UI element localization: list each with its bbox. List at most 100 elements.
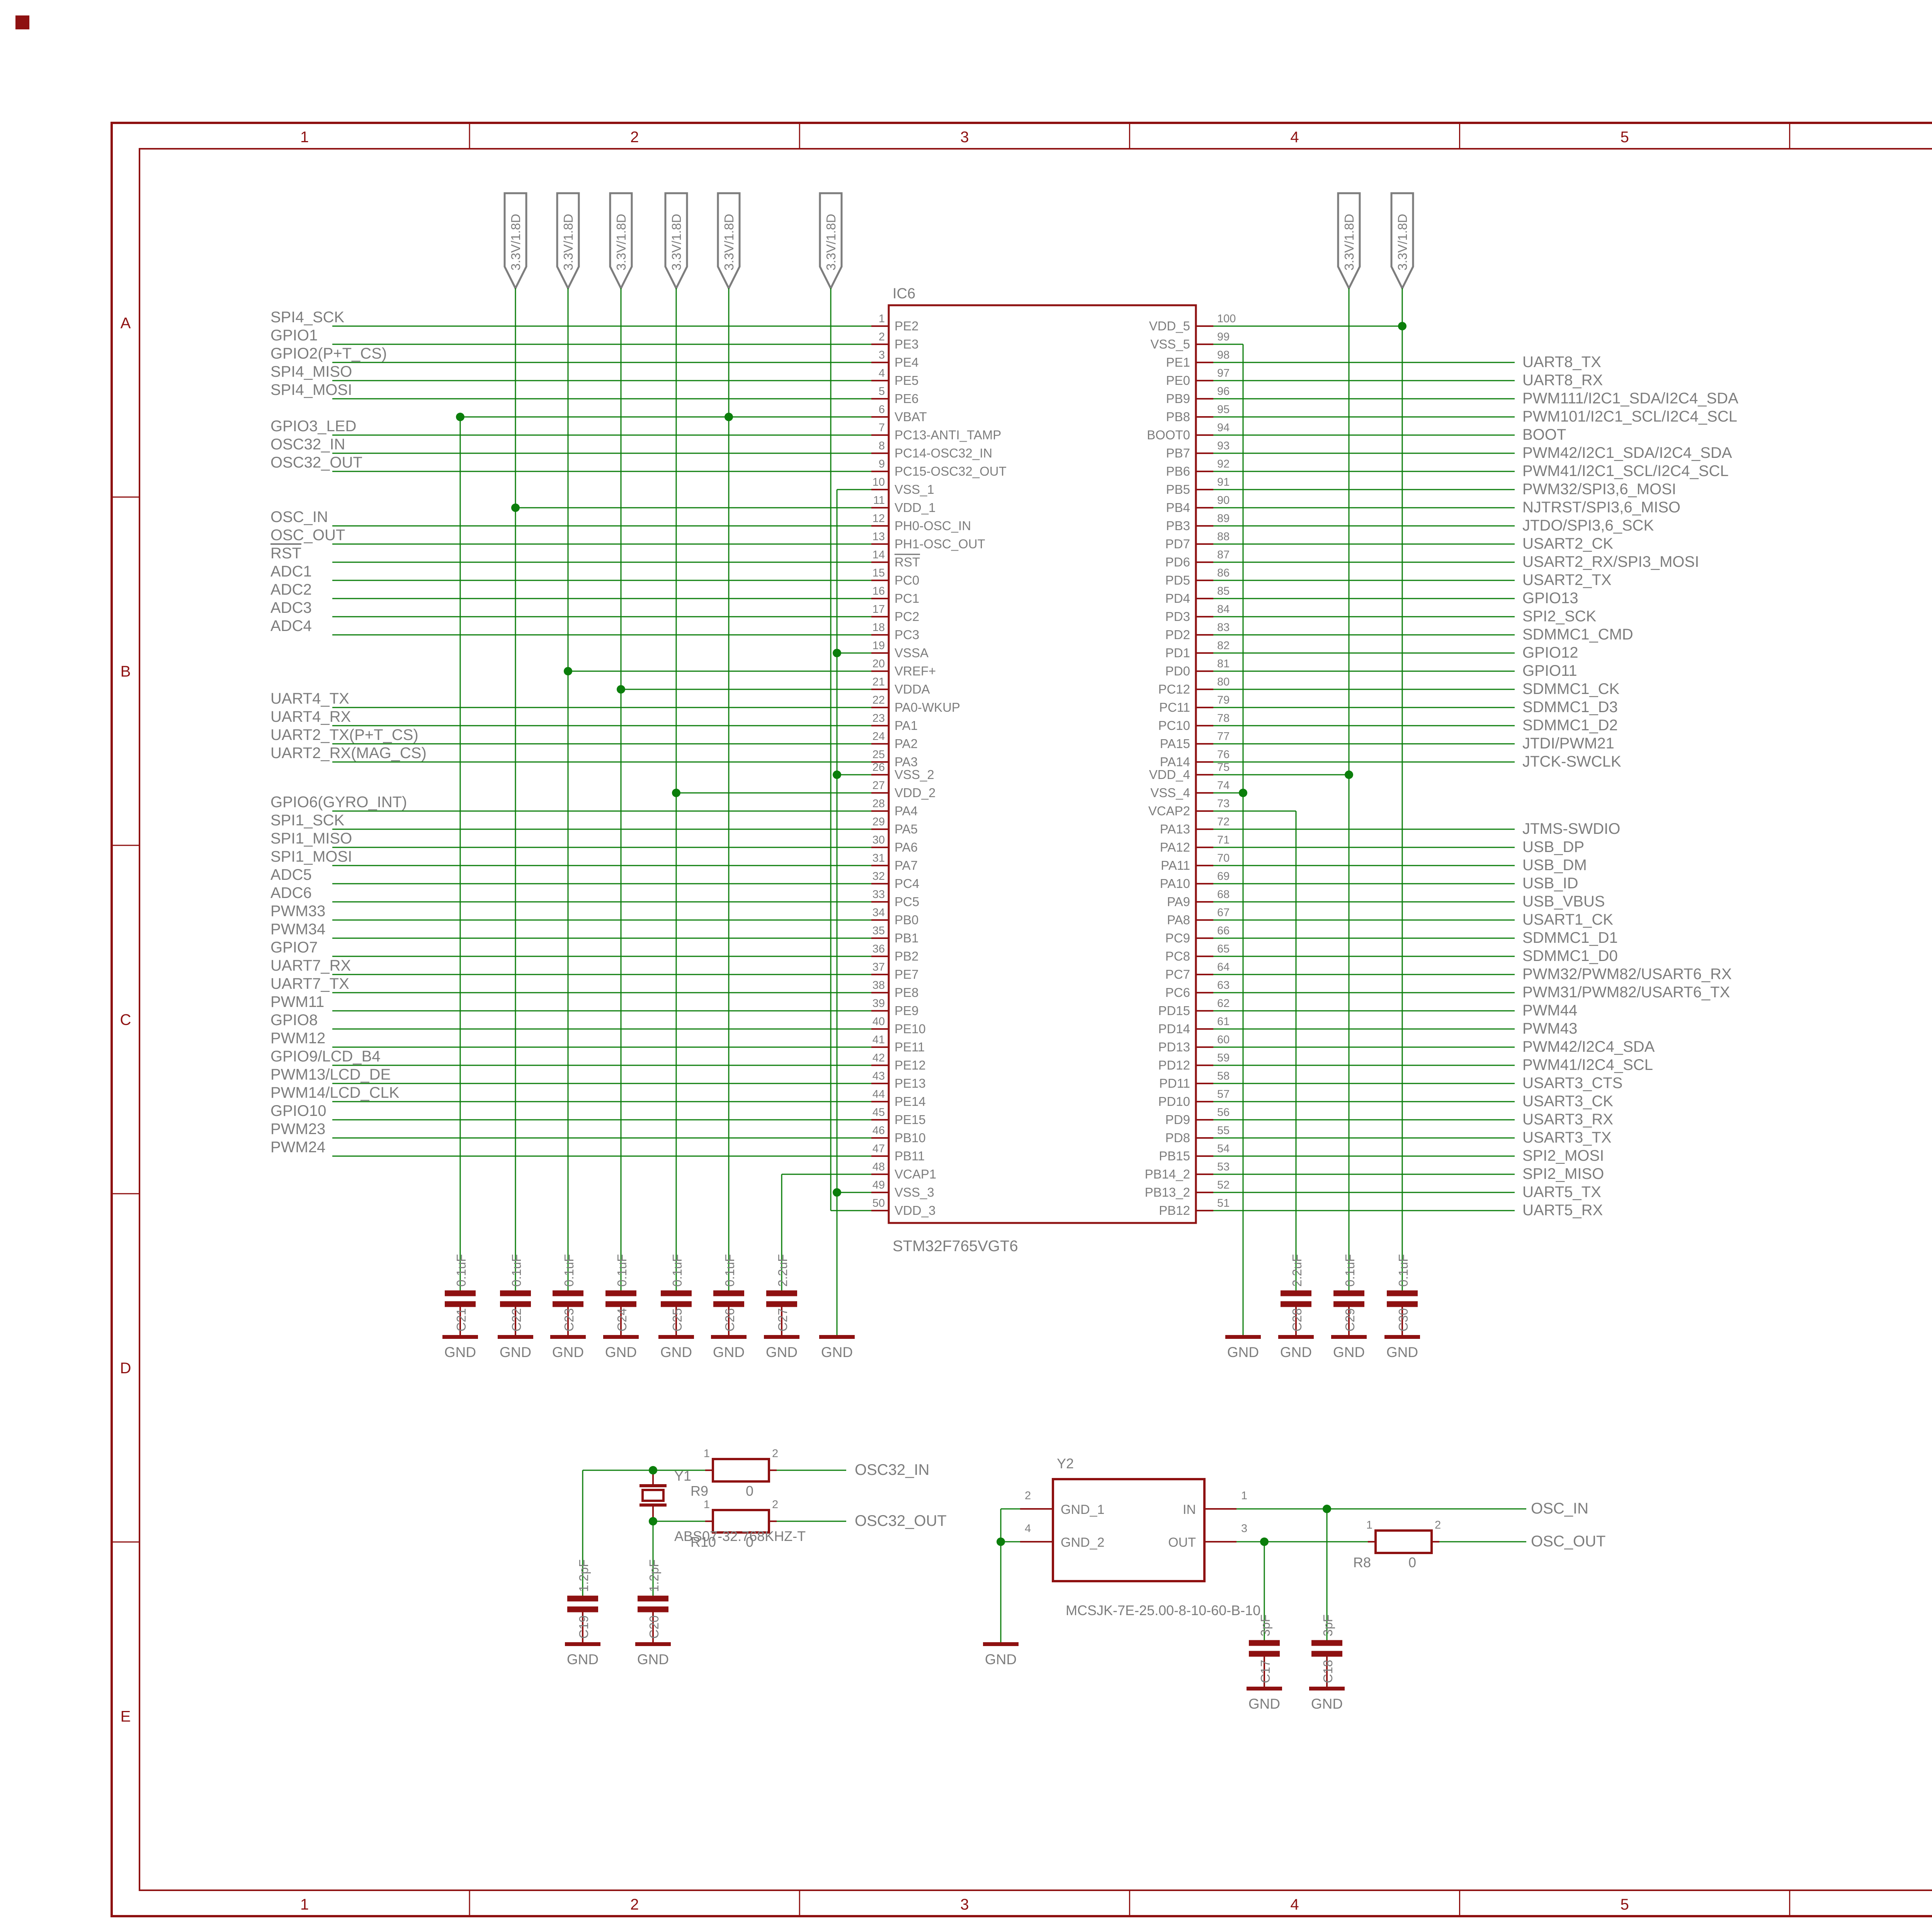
ic6-pin58-name: PD11 bbox=[1159, 1076, 1190, 1090]
ic6-pin22-name: PA0-WKUP bbox=[895, 700, 960, 714]
ic6-pin86-number: 86 bbox=[1217, 567, 1230, 579]
net-label-USART2_CK: USART2_CK bbox=[1522, 535, 1613, 552]
cap-C18-gnd-label: GND bbox=[1311, 1696, 1343, 1712]
res-R8-body bbox=[1374, 1529, 1433, 1554]
cap-C17-value: 3pF bbox=[1258, 1614, 1272, 1636]
frame-col-label-bottom: 4 bbox=[1290, 1896, 1299, 1913]
ic6-pin100-name: VDD_5 bbox=[1149, 319, 1190, 333]
junction-dot bbox=[833, 770, 841, 779]
supply-flag-text: 3.3V/1.8D bbox=[1342, 214, 1356, 270]
net-label-OSC32_OUT: OSC32_OUT bbox=[270, 454, 362, 471]
junction-dot bbox=[649, 1466, 657, 1475]
net-label-SPI2_SCK: SPI2_SCK bbox=[1522, 608, 1597, 625]
res-R9-name: R9 bbox=[690, 1483, 708, 1499]
frame-col-label-top: 2 bbox=[630, 129, 639, 146]
ic6-pin47-number: 47 bbox=[872, 1143, 885, 1155]
ic6-pin83-number: 83 bbox=[1217, 621, 1230, 634]
frame-col-label-top: 1 bbox=[300, 129, 309, 146]
ic6-pin63-number: 63 bbox=[1217, 979, 1230, 992]
ic6-pin67-name: PA8 bbox=[1167, 913, 1190, 927]
ic6-pin39-name: PE9 bbox=[895, 1003, 918, 1018]
ic6-pin14-name: RST bbox=[895, 555, 920, 569]
ic6-pin94-name: BOOT0 bbox=[1147, 428, 1190, 442]
net-label-USART3_CK: USART3_CK bbox=[1522, 1093, 1613, 1110]
net-label-SDMMC1_D0: SDMMC1_D0 bbox=[1522, 947, 1618, 964]
cap-C21-gnd-label: GND bbox=[444, 1344, 476, 1360]
net-label-UART7_TX: UART7_TX bbox=[270, 975, 349, 992]
cap-C27-gnd-label: GND bbox=[766, 1344, 798, 1360]
ic6-pin19-name: VSSA bbox=[895, 646, 929, 660]
net-label-GPIO9/LCD_B4: GPIO9/LCD_B4 bbox=[270, 1048, 381, 1065]
ic6-pin37-name: PE7 bbox=[895, 967, 918, 981]
cap-C24-name: C24 bbox=[615, 1308, 629, 1332]
net-label-USART2_TX: USART2_TX bbox=[1522, 571, 1611, 588]
ic6-pin50-name: VDD_3 bbox=[895, 1203, 935, 1218]
ic6-pin55-number: 55 bbox=[1217, 1124, 1230, 1137]
frame-row-label-left: D bbox=[120, 1360, 131, 1377]
res-R10-pin2-num: 2 bbox=[772, 1498, 778, 1511]
cap-C30-name: C30 bbox=[1396, 1308, 1410, 1332]
net-label-GPIO11: GPIO11 bbox=[1522, 662, 1577, 679]
ic6-pin65-name: PC8 bbox=[1165, 949, 1190, 963]
ic6-pin43-name: PE13 bbox=[895, 1076, 926, 1090]
junction-dot bbox=[456, 413, 464, 421]
ic6-pin39-number: 39 bbox=[872, 997, 885, 1010]
ic6-pin23-number: 23 bbox=[872, 712, 885, 724]
net-label-OSC_OUT: OSC_OUT bbox=[270, 527, 345, 544]
ic6-pin30-name: PA6 bbox=[895, 840, 918, 854]
y2-part-name: MCSJK-7E-25.00-8-10-60-B-10 bbox=[1066, 1602, 1260, 1618]
junction-dot bbox=[724, 413, 733, 421]
ic6-pin46-name: PB10 bbox=[895, 1131, 926, 1145]
ic6-pin79-number: 79 bbox=[1217, 694, 1230, 706]
ic6-pin17-number: 17 bbox=[872, 603, 885, 616]
ic6-pin66-name: PC9 bbox=[1165, 931, 1190, 945]
net-label-UART5_RX: UART5_RX bbox=[1522, 1202, 1603, 1219]
ic6-pin57-number: 57 bbox=[1217, 1088, 1230, 1100]
ic6-pin38-number: 38 bbox=[872, 979, 885, 992]
ic6-pin93-name: PB7 bbox=[1166, 446, 1190, 460]
ic6-pin88-number: 88 bbox=[1217, 531, 1230, 543]
cap-C20-gnd-label: GND bbox=[637, 1651, 669, 1667]
ic6-pin2-name: PE3 bbox=[895, 337, 918, 351]
cap-C27-value: 2.2uF bbox=[776, 1254, 790, 1287]
ic6-pin16-number: 16 bbox=[872, 585, 885, 597]
net-label-JTCK-SWCLK: JTCK-SWCLK bbox=[1522, 753, 1621, 770]
ic6-pin89-name: PB3 bbox=[1166, 519, 1190, 533]
net-label-PWM11: PWM11 bbox=[270, 993, 324, 1010]
y2-gnd-label: GND bbox=[985, 1651, 1017, 1667]
ic6-pin34-name: PB0 bbox=[895, 913, 918, 927]
ic6-pin71-name: PA12 bbox=[1160, 840, 1190, 854]
net-label-SPI1_MOSI: SPI1_MOSI bbox=[270, 848, 352, 865]
supply-flag-text: 3.3V/1.8D bbox=[561, 214, 575, 270]
supply-flag-3v3-1v8d bbox=[1390, 192, 1414, 291]
cap-C28-gnd-label: GND bbox=[1280, 1344, 1312, 1360]
ic6-pin15-number: 15 bbox=[872, 567, 885, 579]
ic6-pin49-name: VSS_3 bbox=[895, 1185, 934, 1199]
ic6-pin97-number: 97 bbox=[1217, 367, 1230, 379]
ic6-pin44-number: 44 bbox=[872, 1088, 885, 1100]
ic6-pin70-number: 70 bbox=[1217, 852, 1230, 864]
net-label-GPIO6(GYRO_INT): GPIO6(GYRO_INT) bbox=[270, 794, 407, 811]
res-R8-pin1-num: 1 bbox=[1366, 1519, 1372, 1531]
net-label-PWM24: PWM24 bbox=[270, 1139, 325, 1156]
ic6-pin10-name: VSS_1 bbox=[895, 482, 934, 497]
cap-C17-gnd-label: GND bbox=[1248, 1696, 1280, 1712]
ic6-pin3-name: PE4 bbox=[895, 355, 918, 369]
ic6-pin28-number: 28 bbox=[872, 798, 885, 810]
net-label-SPI2_MOSI: SPI2_MOSI bbox=[1522, 1147, 1604, 1164]
ic6-pin63-name: PC6 bbox=[1165, 985, 1190, 1000]
cap-C20-value: 1.2pF bbox=[647, 1560, 661, 1592]
net-label-ADC2: ADC2 bbox=[270, 581, 312, 598]
ic6-pin51-name: PB12 bbox=[1159, 1203, 1190, 1218]
junction-dot bbox=[833, 649, 841, 657]
net-label-USART3_RX: USART3_RX bbox=[1522, 1111, 1613, 1128]
junction-dot bbox=[997, 1537, 1005, 1546]
ic6-pin81-number: 81 bbox=[1217, 658, 1230, 670]
ic6-pin68-name: PA9 bbox=[1167, 895, 1190, 909]
net-label-UART2_RX(MAG_CS): UART2_RX(MAG_CS) bbox=[270, 745, 427, 762]
ic6-pin52-number: 52 bbox=[1217, 1179, 1230, 1191]
cap-C21-value: 0.1uF bbox=[454, 1254, 468, 1287]
net-label-RST: RST bbox=[270, 545, 301, 562]
ic6-pin21-number: 21 bbox=[872, 676, 885, 688]
ic6-pin83-name: PD2 bbox=[1165, 628, 1190, 642]
